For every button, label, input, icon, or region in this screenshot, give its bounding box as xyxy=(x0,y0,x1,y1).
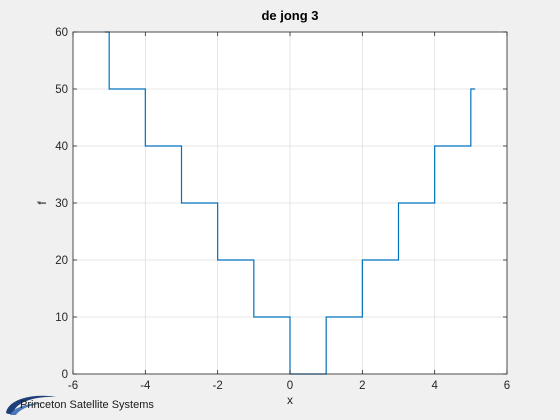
y-tick-label: 50 xyxy=(55,84,68,96)
y-tick-label: 60 xyxy=(55,27,68,39)
chart-title: de jong 3 xyxy=(261,8,318,23)
y-tick-label: 30 xyxy=(55,198,68,210)
logo-text: Princeton Satellite Systems xyxy=(20,399,154,411)
y-tick-label: 0 xyxy=(62,369,68,381)
x-tick-label: 4 xyxy=(431,380,438,392)
x-axis-label: x xyxy=(287,393,293,407)
x-tick-label: 0 xyxy=(287,380,293,392)
company-logo: Princeton Satellite Systems xyxy=(4,391,184,417)
y-axis-label: f xyxy=(35,201,49,205)
y-tick-label: 40 xyxy=(55,141,68,153)
x-tick-label: 2 xyxy=(359,380,365,392)
y-tick-label: 20 xyxy=(55,255,68,267)
x-tick-label: 6 xyxy=(504,380,510,392)
y-tick-label: 10 xyxy=(55,312,68,324)
x-tick-label: -2 xyxy=(213,380,223,392)
